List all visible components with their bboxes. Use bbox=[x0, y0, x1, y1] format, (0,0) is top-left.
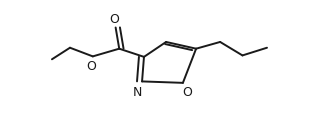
Text: O: O bbox=[86, 60, 96, 72]
Text: N: N bbox=[133, 86, 142, 99]
Text: O: O bbox=[109, 13, 119, 26]
Text: O: O bbox=[182, 86, 192, 99]
